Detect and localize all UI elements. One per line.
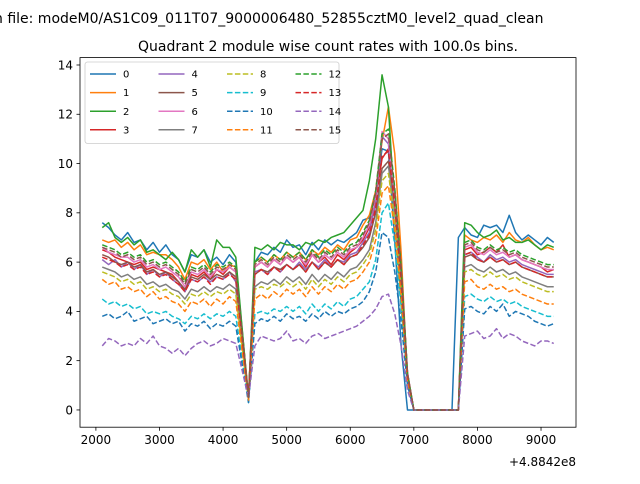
x-tick-label: 7000 xyxy=(399,433,430,447)
x-tick-label: 2000 xyxy=(81,433,112,447)
y-tick-label: 6 xyxy=(65,255,73,269)
x-tick-label: 9000 xyxy=(526,433,557,447)
series-line-14 xyxy=(101,293,555,411)
legend-box xyxy=(84,61,340,144)
y-tick-label: 0 xyxy=(65,403,73,417)
series-line-2 xyxy=(101,74,555,411)
legend-label-1: 1 xyxy=(123,88,129,99)
series-line-6 xyxy=(101,130,554,411)
y-tick-label: 14 xyxy=(58,58,73,72)
legend-label-11: 11 xyxy=(260,125,273,136)
legend-label-15: 15 xyxy=(329,125,342,136)
x-tick-label: 3000 xyxy=(144,433,175,447)
series-line-0 xyxy=(101,148,555,411)
legend-label-6: 6 xyxy=(192,107,198,118)
series-line-11 xyxy=(101,184,554,411)
x-tick-label: 6000 xyxy=(335,433,366,447)
y-tick-label: 4 xyxy=(65,305,73,319)
x-tick-label: 8000 xyxy=(462,433,493,447)
legend-label-12: 12 xyxy=(329,70,342,81)
y-tick-label: 8 xyxy=(65,206,73,220)
series-line-1 xyxy=(101,106,555,411)
plot-area xyxy=(101,74,555,411)
legend-label-8: 8 xyxy=(260,70,266,81)
chart-title: Quadrant 2 module wise count rates with … xyxy=(138,39,518,55)
y-tick-label: 12 xyxy=(58,108,73,122)
y-axis: 0 2 4 6 8 10 12 14 xyxy=(58,58,80,417)
legend-label-3: 3 xyxy=(123,125,129,136)
y-tick-label: 2 xyxy=(65,354,73,368)
legend-label-4: 4 xyxy=(192,70,198,81)
figure-suptitle: n file: modeM0/AS1C09_011T07_9000006480_… xyxy=(0,11,543,27)
x-axis-offset-label: +4.8842e8 xyxy=(509,455,576,469)
x-tick-label: 5000 xyxy=(271,433,302,447)
series-line-9 xyxy=(101,202,554,411)
x-tick-label: 4000 xyxy=(208,433,239,447)
legend-label-5: 5 xyxy=(192,88,198,99)
legend-label-2: 2 xyxy=(123,107,129,118)
y-tick-label: 10 xyxy=(58,157,73,171)
series-line-10 xyxy=(101,231,555,411)
legend-label-9: 9 xyxy=(260,88,266,99)
legend-label-13: 13 xyxy=(329,88,342,99)
series-line-8 xyxy=(101,172,554,411)
series-line-7 xyxy=(101,165,554,411)
legend-label-0: 0 xyxy=(123,70,129,81)
series-line-4 xyxy=(101,135,554,411)
legend-label-10: 10 xyxy=(260,107,273,118)
series-line-3 xyxy=(101,148,555,411)
legend-label-7: 7 xyxy=(192,125,198,136)
x-axis: 2000 3000 4000 5000 6000 7000 8000 9000 xyxy=(81,427,557,447)
series-line-15 xyxy=(101,133,554,411)
series-line-13 xyxy=(101,150,554,411)
axes-frame xyxy=(79,57,577,428)
legend-label-14: 14 xyxy=(329,107,342,118)
